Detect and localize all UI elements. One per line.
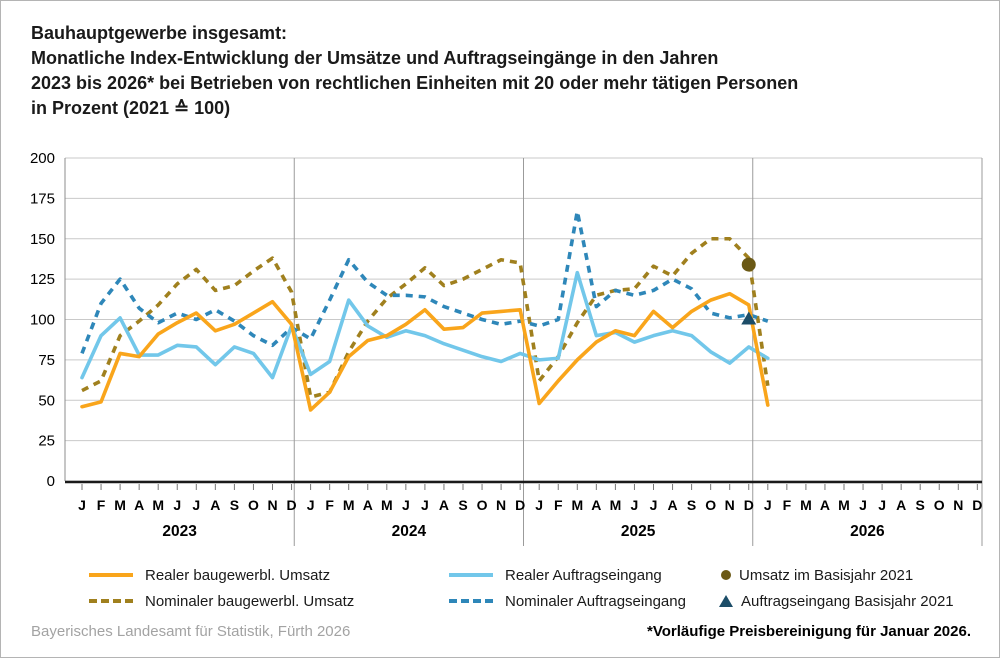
svg-text:M: M bbox=[381, 497, 393, 513]
nominaler-auftragseingang-line-swatch bbox=[449, 599, 493, 603]
svg-text:A: A bbox=[134, 497, 144, 513]
svg-text:J: J bbox=[192, 497, 200, 513]
legend-item-realer-auftragseingang: Realer Auftragseingang bbox=[449, 565, 662, 585]
svg-text:F: F bbox=[783, 497, 792, 513]
svg-text:J: J bbox=[307, 497, 315, 513]
svg-text:O: O bbox=[705, 497, 716, 513]
svg-text:O: O bbox=[934, 497, 945, 513]
svg-text:J: J bbox=[764, 497, 772, 513]
legend-label: Auftragseingang Basisjahr 2021 bbox=[741, 592, 954, 610]
nominaler-umsatz-line-swatch bbox=[89, 599, 133, 603]
svg-text:125: 125 bbox=[30, 271, 55, 288]
svg-text:F: F bbox=[97, 497, 106, 513]
realer-umsatz-line-swatch bbox=[89, 573, 133, 577]
svg-text:J: J bbox=[878, 497, 886, 513]
title-line-3: 2023 bis 2026* bei Betrieben von rechtli… bbox=[31, 73, 799, 93]
svg-text:S: S bbox=[458, 497, 467, 513]
svg-text:A: A bbox=[363, 497, 373, 513]
svg-text:A: A bbox=[210, 497, 220, 513]
svg-text:S: S bbox=[230, 497, 239, 513]
svg-text:M: M bbox=[838, 497, 850, 513]
svg-text:A: A bbox=[820, 497, 830, 513]
svg-text:O: O bbox=[477, 497, 488, 513]
svg-text:N: N bbox=[496, 497, 506, 513]
svg-text:J: J bbox=[421, 497, 429, 513]
legend-label: Realer baugewerbl. Umsatz bbox=[145, 566, 331, 584]
svg-text:0: 0 bbox=[47, 473, 55, 490]
svg-text:50: 50 bbox=[38, 392, 55, 409]
legend-label: Nominaler Auftragseingang bbox=[505, 592, 686, 610]
svg-text:D: D bbox=[972, 497, 982, 513]
svg-text:175: 175 bbox=[30, 190, 55, 207]
svg-text:2024: 2024 bbox=[392, 523, 427, 540]
chart-title: Bauhauptgewerbe insgesamt: Monatliche In… bbox=[31, 21, 798, 121]
svg-text:A: A bbox=[591, 497, 601, 513]
legend-item-nominaler-umsatz: Nominaler baugewerbl. Umsatz bbox=[89, 591, 354, 611]
svg-text:75: 75 bbox=[38, 352, 55, 369]
realer-auftragseingang-line-swatch bbox=[449, 573, 493, 577]
svg-text:F: F bbox=[554, 497, 563, 513]
svg-text:2026: 2026 bbox=[850, 523, 885, 540]
title-line-4: in Prozent (2021 ≙ 100) bbox=[31, 98, 231, 118]
svg-text:M: M bbox=[343, 497, 355, 513]
svg-text:J: J bbox=[78, 497, 86, 513]
basisjahr-auftragseingang-triangle-icon bbox=[719, 595, 733, 607]
basisjahr-umsatz-dot-icon bbox=[721, 570, 731, 580]
svg-text:150: 150 bbox=[30, 231, 55, 248]
svg-text:M: M bbox=[800, 497, 812, 513]
svg-text:D: D bbox=[286, 497, 296, 513]
svg-text:D: D bbox=[744, 497, 754, 513]
legend-label: Nominaler baugewerbl. Umsatz bbox=[145, 592, 355, 610]
svg-text:O: O bbox=[248, 497, 259, 513]
legend-label: Umsatz im Basisjahr 2021 bbox=[739, 566, 914, 584]
svg-text:N: N bbox=[267, 497, 277, 513]
svg-text:100: 100 bbox=[30, 312, 55, 329]
svg-text:F: F bbox=[325, 497, 334, 513]
svg-text:J: J bbox=[650, 497, 658, 513]
svg-text:S: S bbox=[687, 497, 696, 513]
svg-text:A: A bbox=[667, 497, 677, 513]
svg-text:A: A bbox=[896, 497, 906, 513]
legend-item-auftragseingang-basisjahr: Auftragseingang Basisjahr 2021 bbox=[719, 591, 954, 611]
svg-text:M: M bbox=[114, 497, 126, 513]
svg-text:25: 25 bbox=[38, 433, 55, 450]
svg-text:200: 200 bbox=[30, 150, 55, 167]
svg-text:J: J bbox=[631, 497, 639, 513]
svg-text:N: N bbox=[953, 497, 963, 513]
legend-item-nominaler-auftragseingang: Nominaler Auftragseingang bbox=[449, 591, 686, 611]
legend-item-realer-umsatz: Realer baugewerbl. Umsatz bbox=[89, 565, 330, 585]
legend-label: Realer Auftragseingang bbox=[505, 566, 662, 584]
svg-text:2023: 2023 bbox=[162, 523, 197, 540]
svg-text:S: S bbox=[916, 497, 925, 513]
svg-text:N: N bbox=[725, 497, 735, 513]
svg-text:A: A bbox=[439, 497, 449, 513]
svg-text:J: J bbox=[535, 497, 543, 513]
title-line-1: Bauhauptgewerbe insgesamt: bbox=[31, 23, 288, 43]
svg-text:J: J bbox=[859, 497, 867, 513]
svg-text:M: M bbox=[610, 497, 622, 513]
svg-text:J: J bbox=[402, 497, 410, 513]
svg-text:2025: 2025 bbox=[621, 523, 656, 540]
svg-text:J: J bbox=[173, 497, 181, 513]
svg-text:D: D bbox=[515, 497, 525, 513]
footnote: *Vorläufige Preisbereinigung für Januar … bbox=[647, 623, 971, 640]
legend-item-umsatz-basisjahr: Umsatz im Basisjahr 2021 bbox=[721, 565, 913, 585]
svg-text:M: M bbox=[152, 497, 164, 513]
svg-text:M: M bbox=[571, 497, 583, 513]
title-line-2: Monatliche Index-Entwicklung der Umsätze… bbox=[31, 48, 719, 68]
source-note: Bayerisches Landesamt für Statistik, Für… bbox=[31, 623, 351, 640]
